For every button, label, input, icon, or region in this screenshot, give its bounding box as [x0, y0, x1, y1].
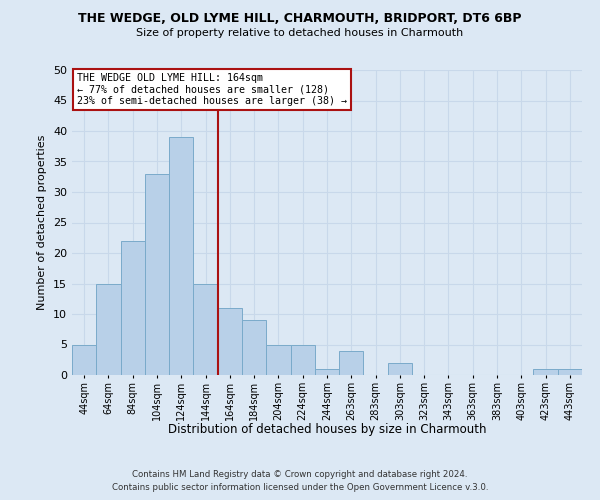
Bar [145, 174, 169, 375]
Bar [339, 350, 364, 375]
Bar [96, 284, 121, 375]
Bar [388, 363, 412, 375]
Bar [533, 369, 558, 375]
Y-axis label: Number of detached properties: Number of detached properties [37, 135, 47, 310]
Bar [218, 308, 242, 375]
Text: THE WEDGE OLD LYME HILL: 164sqm
← 77% of detached houses are smaller (128)
23% o: THE WEDGE OLD LYME HILL: 164sqm ← 77% of… [77, 73, 347, 106]
Bar [193, 284, 218, 375]
Bar [72, 344, 96, 375]
Text: THE WEDGE, OLD LYME HILL, CHARMOUTH, BRIDPORT, DT6 6BP: THE WEDGE, OLD LYME HILL, CHARMOUTH, BRI… [78, 12, 522, 26]
Text: Distribution of detached houses by size in Charmouth: Distribution of detached houses by size … [168, 422, 486, 436]
Bar [290, 344, 315, 375]
Bar [558, 369, 582, 375]
Bar [315, 369, 339, 375]
Text: Size of property relative to detached houses in Charmouth: Size of property relative to detached ho… [136, 28, 464, 38]
Text: Contains public sector information licensed under the Open Government Licence v.: Contains public sector information licen… [112, 482, 488, 492]
Bar [266, 344, 290, 375]
Bar [169, 137, 193, 375]
Bar [242, 320, 266, 375]
Text: Contains HM Land Registry data © Crown copyright and database right 2024.: Contains HM Land Registry data © Crown c… [132, 470, 468, 479]
Bar [121, 241, 145, 375]
